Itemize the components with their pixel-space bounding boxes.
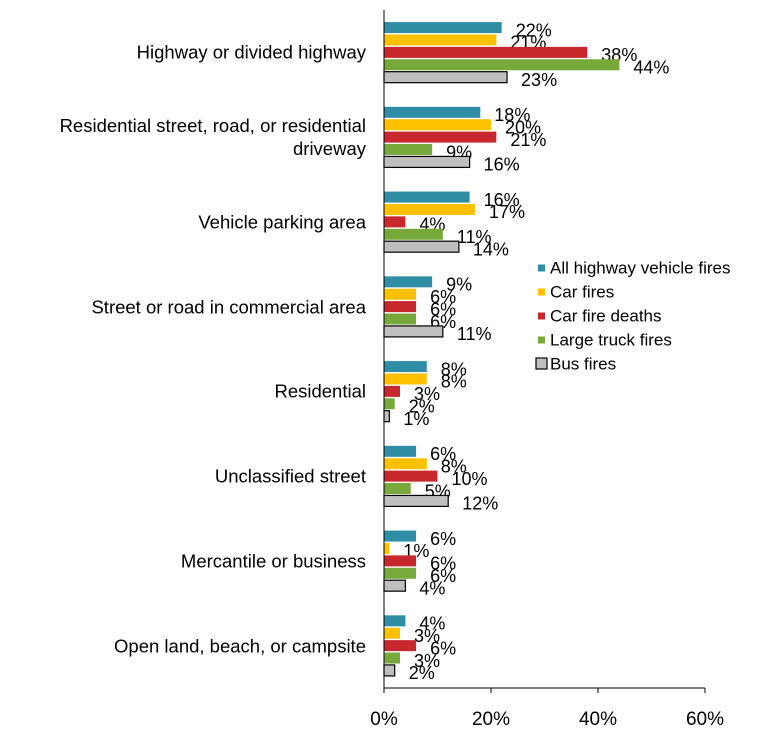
bar	[384, 46, 588, 58]
legend-swatch	[535, 357, 548, 370]
bar	[384, 398, 395, 410]
bar	[383, 664, 396, 677]
bar	[384, 445, 417, 457]
bar	[384, 203, 475, 215]
data-label: 3%	[414, 384, 440, 404]
data-label: 8%	[441, 372, 467, 392]
bar	[384, 216, 406, 228]
legend-label: Large truck fires	[550, 330, 672, 349]
data-label: 6%	[430, 638, 456, 658]
x-tick-label: 0%	[370, 709, 398, 729]
data-label: 11%	[457, 227, 492, 247]
bar	[383, 494, 449, 508]
bar	[384, 131, 497, 143]
data-label: 4%	[419, 578, 445, 598]
data-label: 12%	[462, 494, 498, 514]
data-label: 2%	[409, 663, 435, 683]
bar	[384, 483, 411, 495]
legend-swatch	[538, 312, 545, 320]
x-tick-label: 20%	[472, 709, 510, 729]
bar	[384, 373, 427, 385]
y-tick-label: Open land, beach, or campsite	[114, 635, 366, 657]
data-label: 6%	[430, 566, 456, 586]
bar	[384, 652, 401, 664]
bar	[383, 579, 406, 592]
bar	[384, 627, 401, 639]
data-label: 1%	[403, 409, 429, 429]
bar	[384, 106, 481, 118]
y-tick-label: Mercantile or business	[180, 550, 366, 572]
bar	[383, 71, 508, 84]
bar	[384, 22, 502, 34]
data-label: 6%	[430, 554, 456, 574]
bar	[384, 313, 417, 325]
legend-label: All highway vehicle fires	[550, 258, 730, 277]
data-label: 16%	[484, 190, 520, 210]
bar	[384, 542, 390, 554]
bar	[383, 240, 460, 253]
data-label: 44%	[633, 58, 669, 78]
bar	[383, 325, 444, 338]
bar	[384, 530, 417, 542]
legend-swatch	[538, 336, 545, 344]
bar	[384, 458, 427, 470]
legend-label: Car fires	[550, 282, 614, 301]
y-tick-label: Unclassified street	[214, 465, 366, 487]
y-tick-label: Residential street, road, or residential…	[59, 115, 366, 160]
data-label: 22%	[516, 20, 552, 40]
legend-swatch	[538, 264, 545, 272]
bar	[384, 288, 417, 300]
y-tick-label: Vehicle parking area	[198, 211, 366, 233]
bar	[384, 191, 470, 203]
data-label: 3%	[414, 626, 440, 646]
data-label: 8%	[441, 456, 467, 476]
data-label: 23%	[521, 70, 557, 90]
data-label: 16%	[484, 155, 520, 175]
data-label: 4%	[419, 614, 445, 634]
y-tick-label: Street or road in commercial area	[91, 296, 366, 318]
bar	[384, 276, 433, 288]
data-label: 6%	[430, 529, 456, 549]
bar	[384, 385, 401, 397]
x-tick-label: 60%	[686, 709, 724, 729]
bar	[384, 640, 417, 652]
data-label: 6%	[430, 444, 456, 464]
x-tick-label: 40%	[579, 709, 617, 729]
data-label: 17%	[489, 202, 525, 222]
data-label: 18%	[494, 105, 530, 125]
data-label: 6%	[430, 299, 456, 319]
bar	[384, 615, 406, 627]
data-label: 20%	[505, 117, 541, 137]
data-label: 10%	[452, 469, 488, 489]
data-label: 9%	[446, 275, 472, 295]
bar	[384, 470, 438, 482]
bar	[384, 228, 443, 240]
data-label: 8%	[441, 359, 467, 379]
data-label: 11%	[457, 324, 492, 344]
bar	[384, 301, 417, 313]
y-tick-label: Residential	[274, 380, 366, 402]
bar	[384, 34, 497, 46]
legend-label: Bus fires	[550, 354, 616, 373]
legend-swatch	[538, 288, 545, 296]
data-label: 2%	[409, 397, 435, 417]
data-label: 14%	[473, 239, 509, 259]
data-label: 21%	[510, 130, 546, 150]
bar	[384, 361, 427, 373]
data-label: 6%	[430, 287, 456, 307]
bar	[384, 144, 433, 156]
bar	[384, 59, 620, 71]
bar	[384, 567, 417, 579]
bar	[383, 410, 390, 423]
data-label: 3%	[414, 651, 440, 671]
bar	[384, 119, 491, 131]
y-tick-label: Highway or divided highway	[136, 41, 366, 63]
bar	[384, 555, 417, 567]
legend-label: Car fire deaths	[550, 306, 662, 325]
bar	[383, 155, 471, 169]
